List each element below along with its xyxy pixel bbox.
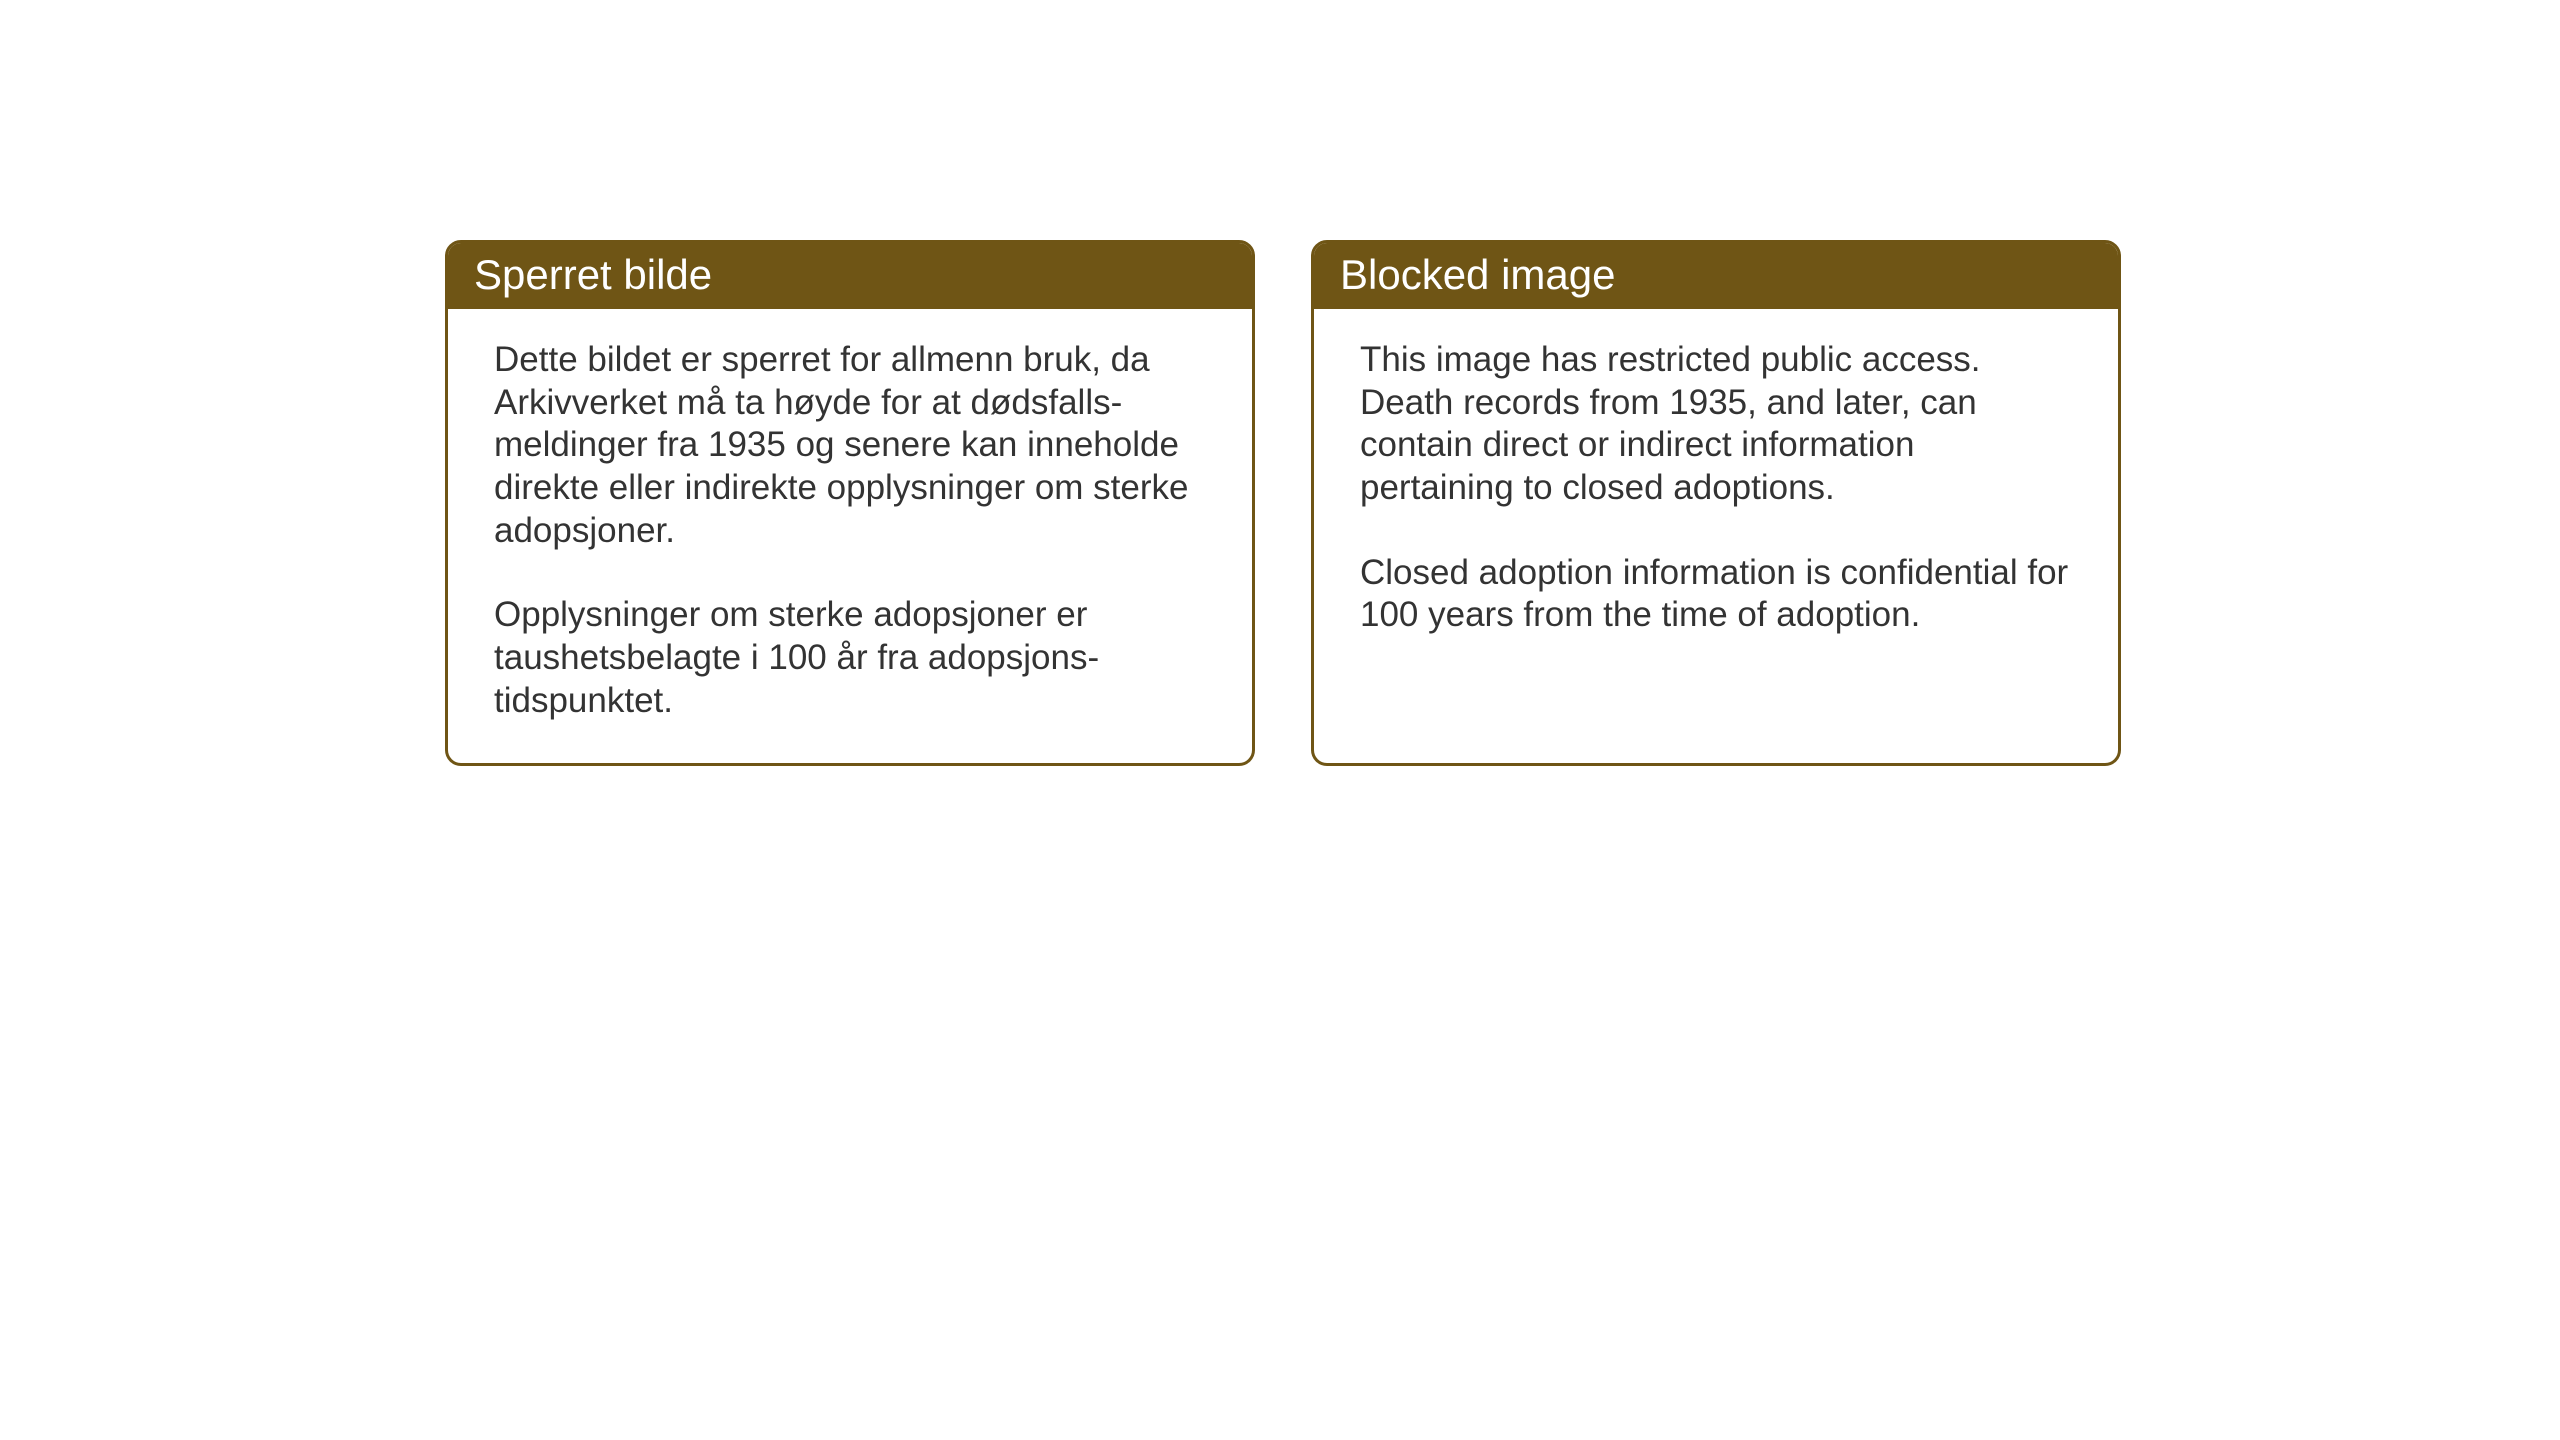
notice-card-english: Blocked image This image has restricted … xyxy=(1311,240,2121,766)
notice-paragraph-1-english: This image has restricted public access.… xyxy=(1360,339,2072,510)
notice-header-english: Blocked image xyxy=(1314,243,2118,309)
notice-container: Sperret bilde Dette bildet er sperret fo… xyxy=(445,240,2121,766)
notice-card-norwegian: Sperret bilde Dette bildet er sperret fo… xyxy=(445,240,1255,766)
notice-header-norwegian: Sperret bilde xyxy=(448,243,1252,309)
notice-paragraph-2-english: Closed adoption information is confident… xyxy=(1360,552,2072,637)
notice-body-norwegian: Dette bildet er sperret for allmenn bruk… xyxy=(448,309,1252,763)
notice-body-english: This image has restricted public access.… xyxy=(1314,309,2118,749)
notice-paragraph-2-norwegian: Opplysninger om sterke adopsjoner er tau… xyxy=(494,594,1206,722)
notice-paragraph-1-norwegian: Dette bildet er sperret for allmenn bruk… xyxy=(494,339,1206,552)
